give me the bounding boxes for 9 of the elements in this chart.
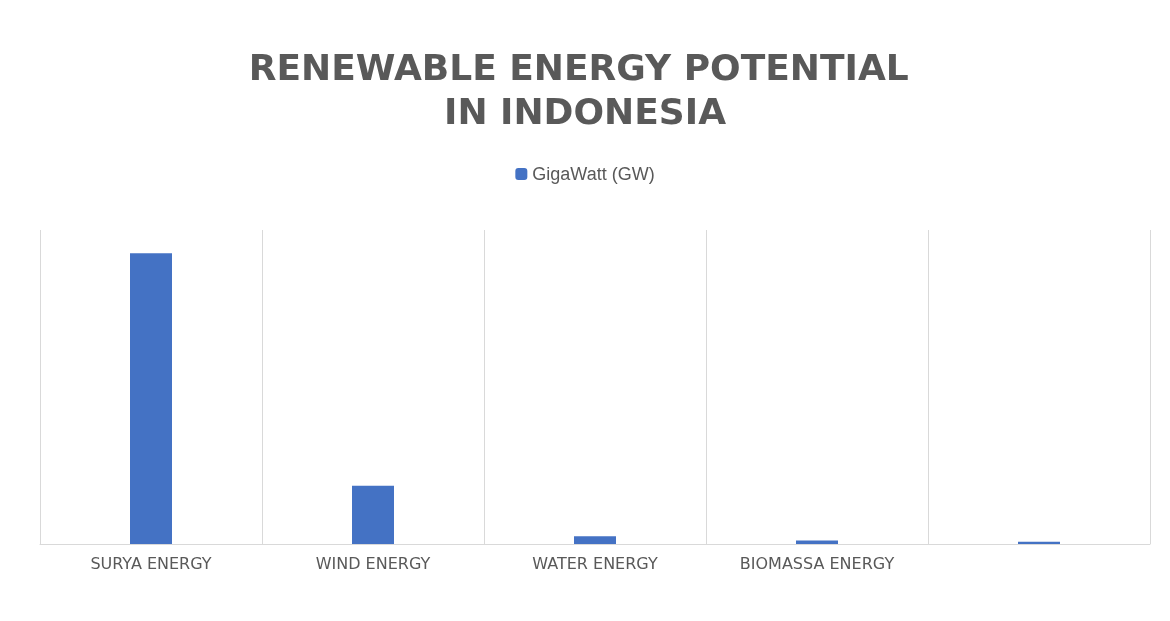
legend-label: GigaWatt (GW) [532, 164, 655, 184]
bar [130, 253, 172, 544]
x-tick-label: WIND ENERGY [315, 553, 431, 573]
x-tick-label: BIOMASSA ENERGY [739, 553, 895, 573]
x-tick-label: WATER ENERGY [532, 553, 658, 573]
bar [352, 485, 394, 544]
bar [574, 536, 616, 544]
chart-title: RENEWABLE ENERGY POTENTIAL IN INDONESIA [248, 46, 922, 132]
x-tick-label: SURYA ENERGY [90, 553, 212, 573]
